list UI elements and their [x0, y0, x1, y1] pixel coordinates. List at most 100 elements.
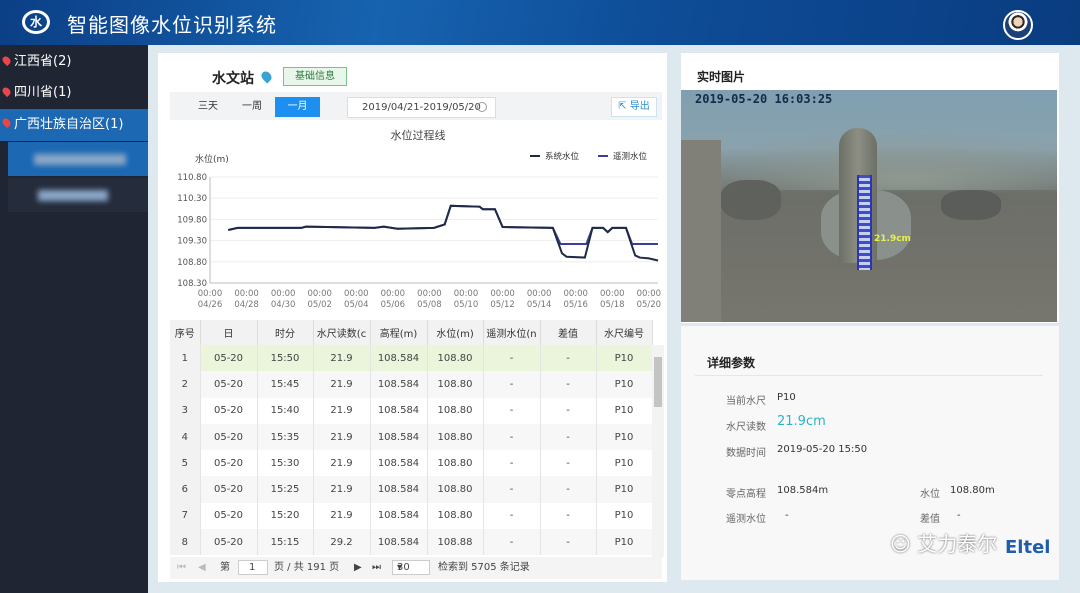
sidebar-item-sichuan[interactable]: 四川省(1) — [0, 78, 148, 108]
table-cell: 21.9 — [313, 476, 371, 503]
page-total: 页 / 共 191 页 — [274, 562, 340, 573]
photo-reading-label: 21.9cm — [874, 234, 911, 244]
table-row[interactable]: 7 05-20 15:20 21.9 108.584 108.80- - P10 — [170, 502, 653, 530]
time-value: 2019-05-20 15:50 — [777, 444, 868, 455]
table-cell: - — [540, 423, 597, 451]
export-button[interactable]: ⇱ 导出 — [611, 97, 657, 117]
reading-label: 水尺读数 — [726, 422, 766, 433]
x-tick-label: 05/12 — [490, 300, 514, 310]
range-three-days[interactable]: 三天 — [198, 101, 218, 112]
range-one-week[interactable]: 一周 — [242, 101, 262, 112]
chart-title: 水位过程线 — [391, 128, 446, 142]
table-cell: P10 — [596, 529, 653, 556]
table-cell: - — [540, 502, 597, 530]
tele-value: - — [785, 510, 789, 521]
x-tick-label: 05/08 — [417, 300, 442, 310]
table-row[interactable]: 8 05-20 15:15 29.2 108.584 108.88- - P10 — [170, 529, 653, 556]
table-cell: 108.584 — [370, 423, 428, 451]
prev-page-icon[interactable]: ◀ — [198, 562, 206, 573]
column-header[interactable]: 日 — [200, 320, 258, 345]
table-cell: 108.88 — [427, 529, 484, 556]
table-cell: 108.584 — [370, 397, 428, 424]
x-tick-label: 00:00 — [563, 289, 588, 299]
column-header[interactable]: 遥测水位(n — [483, 320, 541, 345]
y-tick-label: 109.30 — [177, 237, 207, 247]
table-cell: 05-20 — [200, 476, 258, 503]
page-input[interactable]: 1 — [238, 560, 268, 575]
column-header[interactable]: 水位(m) — [427, 320, 484, 345]
column-header[interactable]: 水尺读数(c — [313, 320, 371, 345]
sidebar-subitem[interactable] — [8, 178, 148, 212]
details-title: 详细参数 — [707, 356, 756, 370]
app-header: 水 智能图像水位识别系统 — [0, 0, 1080, 45]
table-cell: 15:50 — [257, 345, 314, 372]
station-name: 水文站 — [212, 71, 254, 87]
first-page-icon[interactable]: ⏮ — [177, 562, 186, 573]
table-row[interactable]: 2 05-20 15:45 21.9 108.584 108.80- - P10 — [170, 371, 653, 398]
x-tick-label: 05/18 — [600, 300, 625, 310]
y-tick-label: 108.80 — [177, 258, 207, 268]
date-range-input[interactable]: 2019/04/21-2019/05/20 — [347, 97, 496, 118]
table-row[interactable]: 5 05-20 15:30 21.9 108.584 108.80- - P10 — [170, 450, 653, 477]
x-tick-label: 00:00 — [344, 289, 369, 299]
x-tick-label: 05/16 — [563, 300, 588, 310]
table-cell: 21.9 — [313, 502, 371, 530]
table-cell: 108.80 — [427, 476, 484, 503]
x-tick-label: 04/30 — [271, 300, 296, 310]
range-one-month[interactable]: 一月 — [275, 97, 320, 117]
sidebar-item-guangxi[interactable]: 广西壮族自治区(1) — [0, 109, 148, 141]
table-cell: P10 — [596, 423, 653, 451]
table-cell: - — [483, 371, 541, 398]
table-cell: 108.80 — [427, 423, 484, 451]
divider — [695, 375, 1043, 376]
clock-icon — [477, 102, 487, 112]
table-row[interactable]: 3 05-20 15:40 21.9 108.584 108.80- - P10 — [170, 397, 653, 424]
water-level-chart: 水位过程线 水位(m) 系统水位 遥测水位 110.80 110.30 109.80 1… — [177, 128, 661, 310]
table-cell: P10 — [596, 371, 653, 398]
table-row[interactable]: 1 05-20 15:50 21.9 108.584 108.80- - P10 — [170, 345, 653, 372]
table-cell: - — [540, 529, 597, 556]
column-header[interactable]: 水尺编号 — [596, 320, 653, 345]
table-cell: 8 — [170, 529, 201, 556]
table-row[interactable]: 6 05-20 15:25 21.9 108.584 108.80- - P10 — [170, 476, 653, 503]
y-axis-label: 水位(m) — [195, 153, 229, 165]
table-cell: 05-20 — [200, 529, 258, 556]
zero-label: 零点高程 — [726, 489, 766, 500]
table-row[interactable]: 4 05-20 15:35 21.9 108.584 108.80- - P10 — [170, 423, 653, 451]
table-cell: 21.9 — [313, 345, 371, 372]
table-cell: - — [540, 476, 597, 503]
column-header[interactable]: 时分 — [257, 320, 314, 345]
sidebar-item-jiangxi[interactable]: 江西省(2) — [0, 47, 148, 77]
app-title: 智能图像水位识别系统 — [67, 13, 277, 37]
table-cell: - — [483, 529, 541, 556]
photo-timestamp: 2019-05-20 16:03:25 — [695, 92, 833, 106]
sidebar-subitem-selected[interactable] — [8, 142, 148, 176]
series-line-system — [228, 204, 659, 262]
table-scrollbar[interactable] — [652, 345, 664, 557]
pagination: ⏮ ◀ 第 1 页 / 共 191 页 ▶ ⏭ 30 ▾ 检索到 5705 条记… — [170, 557, 662, 579]
table-cell: 15:25 — [257, 476, 314, 503]
x-tick-label: 04/28 — [234, 300, 258, 310]
column-header[interactable]: 差值 — [540, 320, 597, 345]
basic-info-button[interactable]: 基础信息 — [283, 67, 347, 86]
table-cell: - — [483, 423, 541, 451]
table-cell: 05-20 — [200, 450, 258, 477]
table-cell: 05-20 — [200, 423, 258, 451]
column-header[interactable]: 高程(m) — [370, 320, 428, 345]
tele-label: 遥测水位 — [726, 514, 766, 525]
diff-value: - — [957, 510, 961, 521]
last-page-icon[interactable]: ⏭ — [372, 562, 381, 573]
column-header[interactable]: 序号 — [170, 320, 201, 345]
page-size-select[interactable]: 30 ▾ — [392, 560, 430, 575]
table-cell: 108.584 — [370, 529, 428, 556]
table-cell: 108.80 — [427, 502, 484, 530]
avatar[interactable] — [1003, 10, 1033, 40]
realtime-photo[interactable]: 2019-05-20 16:03:25 21.9cm — [681, 90, 1057, 322]
table-cell: 1 — [170, 345, 201, 372]
table-cell: P10 — [596, 345, 653, 372]
next-page-icon[interactable]: ▶ — [354, 562, 362, 573]
scroll-thumb[interactable] — [654, 357, 662, 407]
table-cell: 6 — [170, 476, 201, 503]
table-cell: 108.80 — [427, 450, 484, 477]
table-cell: 15:20 — [257, 502, 314, 530]
